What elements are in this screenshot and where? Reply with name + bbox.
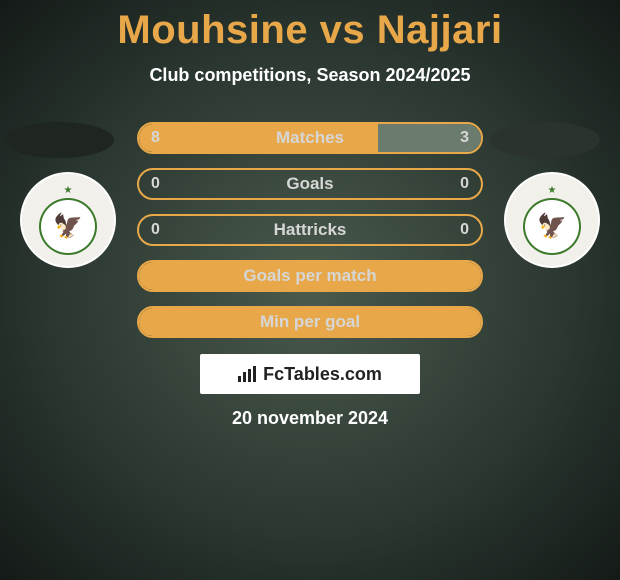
- date-label: 20 november 2024: [0, 408, 620, 429]
- brand-box: FcTables.com: [200, 354, 420, 394]
- star-icon: ★: [548, 185, 557, 196]
- stat-row: Min per goal: [137, 306, 483, 338]
- stats-bars: 83Matches 00Goals 00Hattricks Goals per mat…: [137, 122, 483, 352]
- stat-label: Goals: [139, 174, 481, 194]
- comparison-card: Mouhsine vs Najjari Club competitions, S…: [0, 0, 620, 580]
- crest-circle: 🦅: [523, 198, 581, 255]
- player-right-oval: [490, 122, 600, 158]
- stat-label: Hattricks: [139, 220, 481, 240]
- stat-row: 00Hattricks: [137, 214, 483, 246]
- stat-label: Min per goal: [139, 312, 481, 332]
- club-badge-right: ★ 🦅: [504, 172, 600, 268]
- stat-label: Goals per match: [139, 266, 481, 286]
- page-title: Mouhsine vs Najjari: [0, 0, 620, 53]
- subtitle: Club competitions, Season 2024/2025: [0, 65, 620, 86]
- stat-row: Goals per match: [137, 260, 483, 292]
- brand-chart-icon: [238, 366, 258, 382]
- club-logo-right: ★ 🦅: [517, 185, 587, 255]
- crest-circle: 🦅: [39, 198, 97, 255]
- eagle-icon: 🦅: [53, 212, 83, 241]
- star-icon: ★: [64, 185, 73, 196]
- stat-row: 83Matches: [137, 122, 483, 154]
- eagle-icon: 🦅: [537, 212, 567, 241]
- club-logo-left: ★ 🦅: [33, 185, 103, 255]
- stat-row: 00Goals: [137, 168, 483, 200]
- player-left-oval: [4, 122, 114, 158]
- brand-text: FcTables.com: [263, 364, 382, 385]
- club-badge-left: ★ 🦅: [20, 172, 116, 268]
- stat-label: Matches: [139, 128, 481, 148]
